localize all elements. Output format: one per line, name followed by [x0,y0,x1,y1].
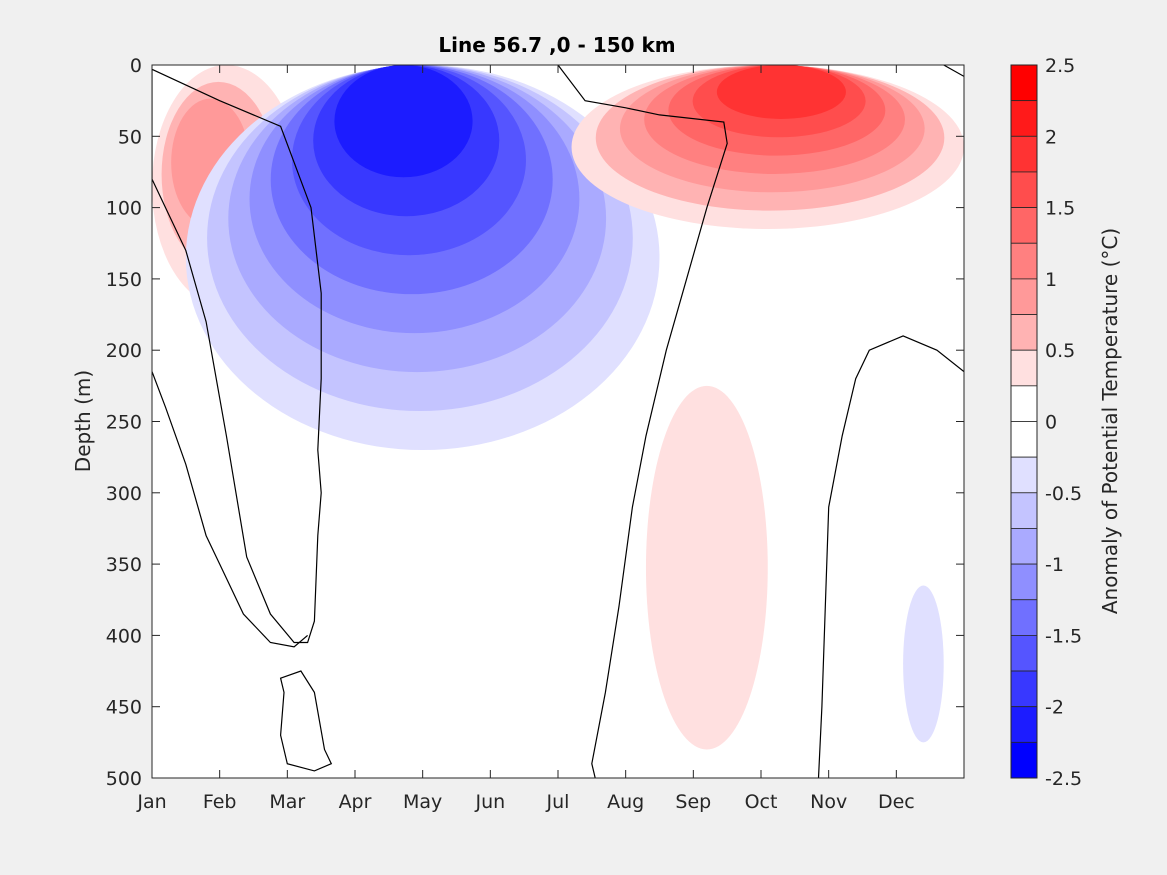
colorbar-bin [1010,741,1038,779]
colorbar: 2.5 2 1.5 1 0.5 0 -0.5 -1 -1.5 -2 -2.5 [1010,55,1082,790]
colorbar-bin [1010,242,1038,280]
colorbar-bin [1010,528,1038,565]
colorbar-bin [1010,421,1038,458]
colorbar-bin [1010,64,1038,102]
contour-level-0.25 [645,385,768,750]
x-tick-label: Sep [675,791,711,813]
contour-level--0.25 [903,585,944,743]
x-axis: Jan Feb Mar Apr May Jun Jul Aug Sep Oct Nov Dec [136,65,915,813]
colorbar-bin [1010,456,1038,494]
y-tick-label: 200 [106,340,142,362]
colorbar-tick-label: -2 [1045,697,1064,719]
colorbar-frame [1010,64,1038,779]
colorbar-bin [1010,706,1038,743]
y-axis-label: Depth (m) [71,370,95,472]
colorbar-tick-label: 0.5 [1045,340,1075,362]
y-tick-label: 250 [106,412,142,434]
colorbar-bin [1010,135,1038,173]
colorbar-bin [1010,385,1038,422]
colorbar-tick-label: -1 [1045,554,1064,576]
anomaly-deep-warm-anomaly [645,385,768,750]
zero-contour-nov-dec [817,335,964,778]
x-tick-label: Aug [607,791,644,813]
y-tick-label: 50 [118,126,142,148]
colorbar-tick-label: -2.5 [1045,768,1082,790]
anomaly-autumn-warm-anomaly [571,65,964,229]
colorbar-tick-label: 2 [1045,126,1057,148]
colorbar-tick-label: -1.5 [1045,625,1082,647]
x-tick-label: Apr [339,791,372,813]
y-tick-label: 350 [106,554,142,576]
anomaly-deep-cold-spots-dec [903,585,944,743]
colorbar-bin [1010,207,1038,244]
y-tick-label: 400 [106,625,142,647]
zero-contour-jan-deep [152,371,308,648]
colorbar-bin [1010,349,1038,387]
contour-level--2.00 [334,65,473,178]
x-tick-label: Jun [474,791,505,813]
y-tick-label: 0 [130,55,142,77]
x-tick-label: Jan [136,791,166,813]
zero-contour-jan-mar [152,68,322,644]
contour-fills [152,65,964,750]
contour-level-1.75 [716,65,846,119]
colorbar-label: Anomaly of Potential Temperature (°C) [1098,228,1122,614]
x-tick-label: May [403,791,442,813]
colorbar-tick-label: 1.5 [1045,198,1075,220]
x-tick-label: Nov [810,791,847,813]
colorbar-bin [1010,100,1038,137]
colorbar-bin [1010,171,1038,208]
zero-contour-mar-loop [279,670,333,772]
y-tick-label: 150 [106,269,142,291]
x-tick-label: Jul [546,791,570,813]
colorbar-bin [1010,635,1038,672]
y-axis: 0 50 100 150 200 250 300 350 400 450 500 [106,55,964,790]
y-tick-label: 500 [106,768,142,790]
colorbar-bin [1010,670,1038,708]
zero-contour-dec-top [943,65,964,77]
colorbar-tick-label: -0.5 [1045,483,1082,505]
y-tick-label: 450 [106,697,142,719]
x-tick-label: Dec [878,791,915,813]
colorbar-tick-label: 0 [1045,412,1057,434]
anomaly-spring-cold-anomaly [185,65,660,451]
plot-area: Jan Feb Mar Apr May Jun Jul Aug Sep Oct Nov Dec 0 50… [106,55,965,813]
colorbar-tick-label: 2.5 [1045,55,1075,77]
colorbar-bin [1010,599,1038,636]
colorbar-bin [1010,563,1038,601]
zero-contour-jun-jul [557,65,728,778]
chart-title: Line 56.7 ,0 - 150 km [438,33,675,57]
colorbar-bin [1010,492,1038,529]
colorbar-tick-label: 1 [1045,269,1057,291]
x-tick-label: Oct [745,791,778,813]
colorbar-bin [1010,278,1038,315]
colorbar-bin [1010,314,1038,351]
y-tick-label: 100 [106,198,142,220]
x-tick-label: Feb [203,791,237,813]
y-tick-label: 300 [106,483,142,505]
zero-contour-lines [152,65,964,778]
x-tick-label: Mar [269,791,305,813]
